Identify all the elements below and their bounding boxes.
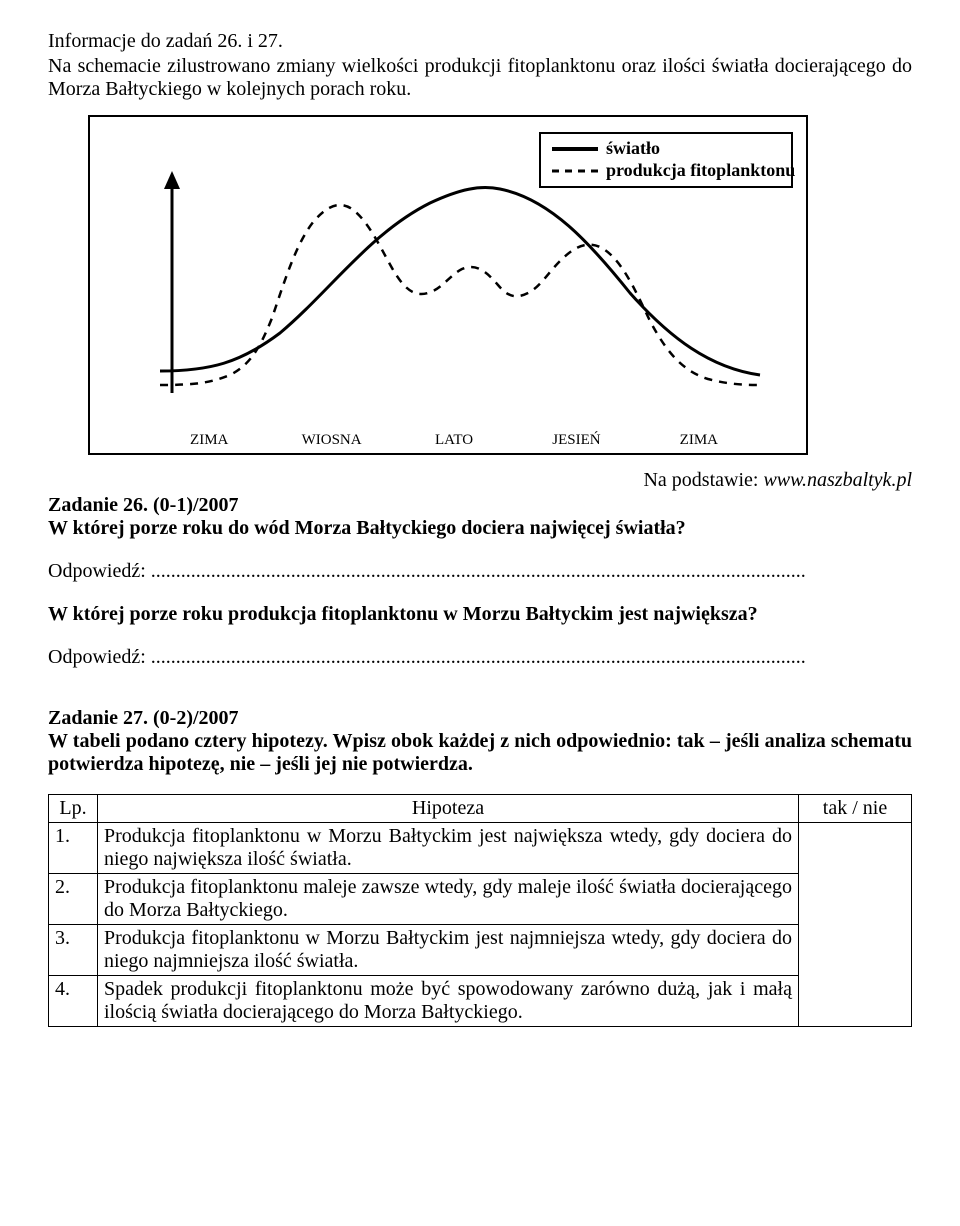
- page: Informacje do zadań 26. i 27. Na schemac…: [0, 0, 960, 1067]
- legend-swiatlo-label: światło: [606, 138, 660, 158]
- task26-title: Zadanie 26. (0-1)/2007: [48, 494, 912, 517]
- table-row: 4. Spadek produkcji fitoplanktonu może b…: [49, 976, 912, 1027]
- row-text: Produkcja fitoplanktonu maleje zawsze wt…: [98, 874, 799, 925]
- hypothesis-table: Lp. Hipoteza tak / nie 1. Produkcja fito…: [48, 794, 912, 1027]
- season-label: ZIMA: [148, 432, 270, 449]
- season-label: JESIEŃ: [515, 432, 637, 449]
- row-num: 4.: [49, 976, 98, 1027]
- task26-q2: W której porze roku produkcja fitoplankt…: [48, 603, 912, 626]
- table-row: 1. Produkcja fitoplanktonu w Morzu Bałty…: [49, 823, 912, 874]
- row-text: Produkcja fitoplanktonu w Morzu Bałtycki…: [98, 823, 799, 874]
- source-url: www.naszbaltyk.pl: [763, 469, 912, 491]
- row-num: 3.: [49, 925, 98, 976]
- row-text: Spadek produkcji fitoplanktonu może być …: [98, 976, 799, 1027]
- row-num: 2.: [49, 874, 98, 925]
- table-row: 3. Produkcja fitoplanktonu w Morzu Bałty…: [49, 925, 912, 976]
- col-hyp: Hipoteza: [98, 795, 799, 823]
- chart-container: światło produkcja fitoplanktonu ZIMA WIO…: [88, 115, 808, 455]
- task27-question: W tabeli podano cztery hipotezy. Wpisz o…: [48, 730, 912, 776]
- season-label: LATO: [393, 432, 515, 449]
- col-lp: Lp.: [49, 795, 98, 823]
- intro-heading: Informacje do zadań 26. i 27.: [48, 30, 912, 53]
- table-row: 2. Produkcja fitoplanktonu maleje zawsze…: [49, 874, 912, 925]
- table-header-row: Lp. Hipoteza tak / nie: [49, 795, 912, 823]
- legend-fito-label: produkcja fitoplanktonu: [606, 160, 795, 180]
- season-label: ZIMA: [638, 432, 760, 449]
- row-text: Produkcja fitoplanktonu w Morzu Bałtycki…: [98, 925, 799, 976]
- series-swiatlo: [160, 188, 760, 375]
- season-label: WIOSNA: [270, 432, 392, 449]
- task26-answer2: Odpowiedź: .............................…: [48, 646, 912, 669]
- chart-svg: światło produkcja fitoplanktonu: [100, 123, 800, 423]
- task26-answer1: Odpowiedź: .............................…: [48, 560, 912, 583]
- row-num: 1.: [49, 823, 98, 874]
- source-line: Na podstawie: www.naszbaltyk.pl: [48, 469, 912, 492]
- chart-frame: światło produkcja fitoplanktonu ZIMA WIO…: [88, 115, 808, 455]
- col-tn: tak / nie: [799, 795, 912, 823]
- source-prefix: Na podstawie:: [643, 469, 763, 491]
- task27-title: Zadanie 27. (0-2)/2007: [48, 707, 912, 730]
- task26-q1: W której porze roku do wód Morza Bałtyck…: [48, 517, 912, 540]
- season-axis: ZIMA WIOSNA LATO JESIEŃ ZIMA: [100, 428, 796, 449]
- tak-nie-cell[interactable]: [799, 823, 912, 1027]
- intro-paragraph: Na schemacie zilustrowano zmiany wielkoś…: [48, 55, 912, 101]
- series-fitoplankton: [160, 205, 760, 385]
